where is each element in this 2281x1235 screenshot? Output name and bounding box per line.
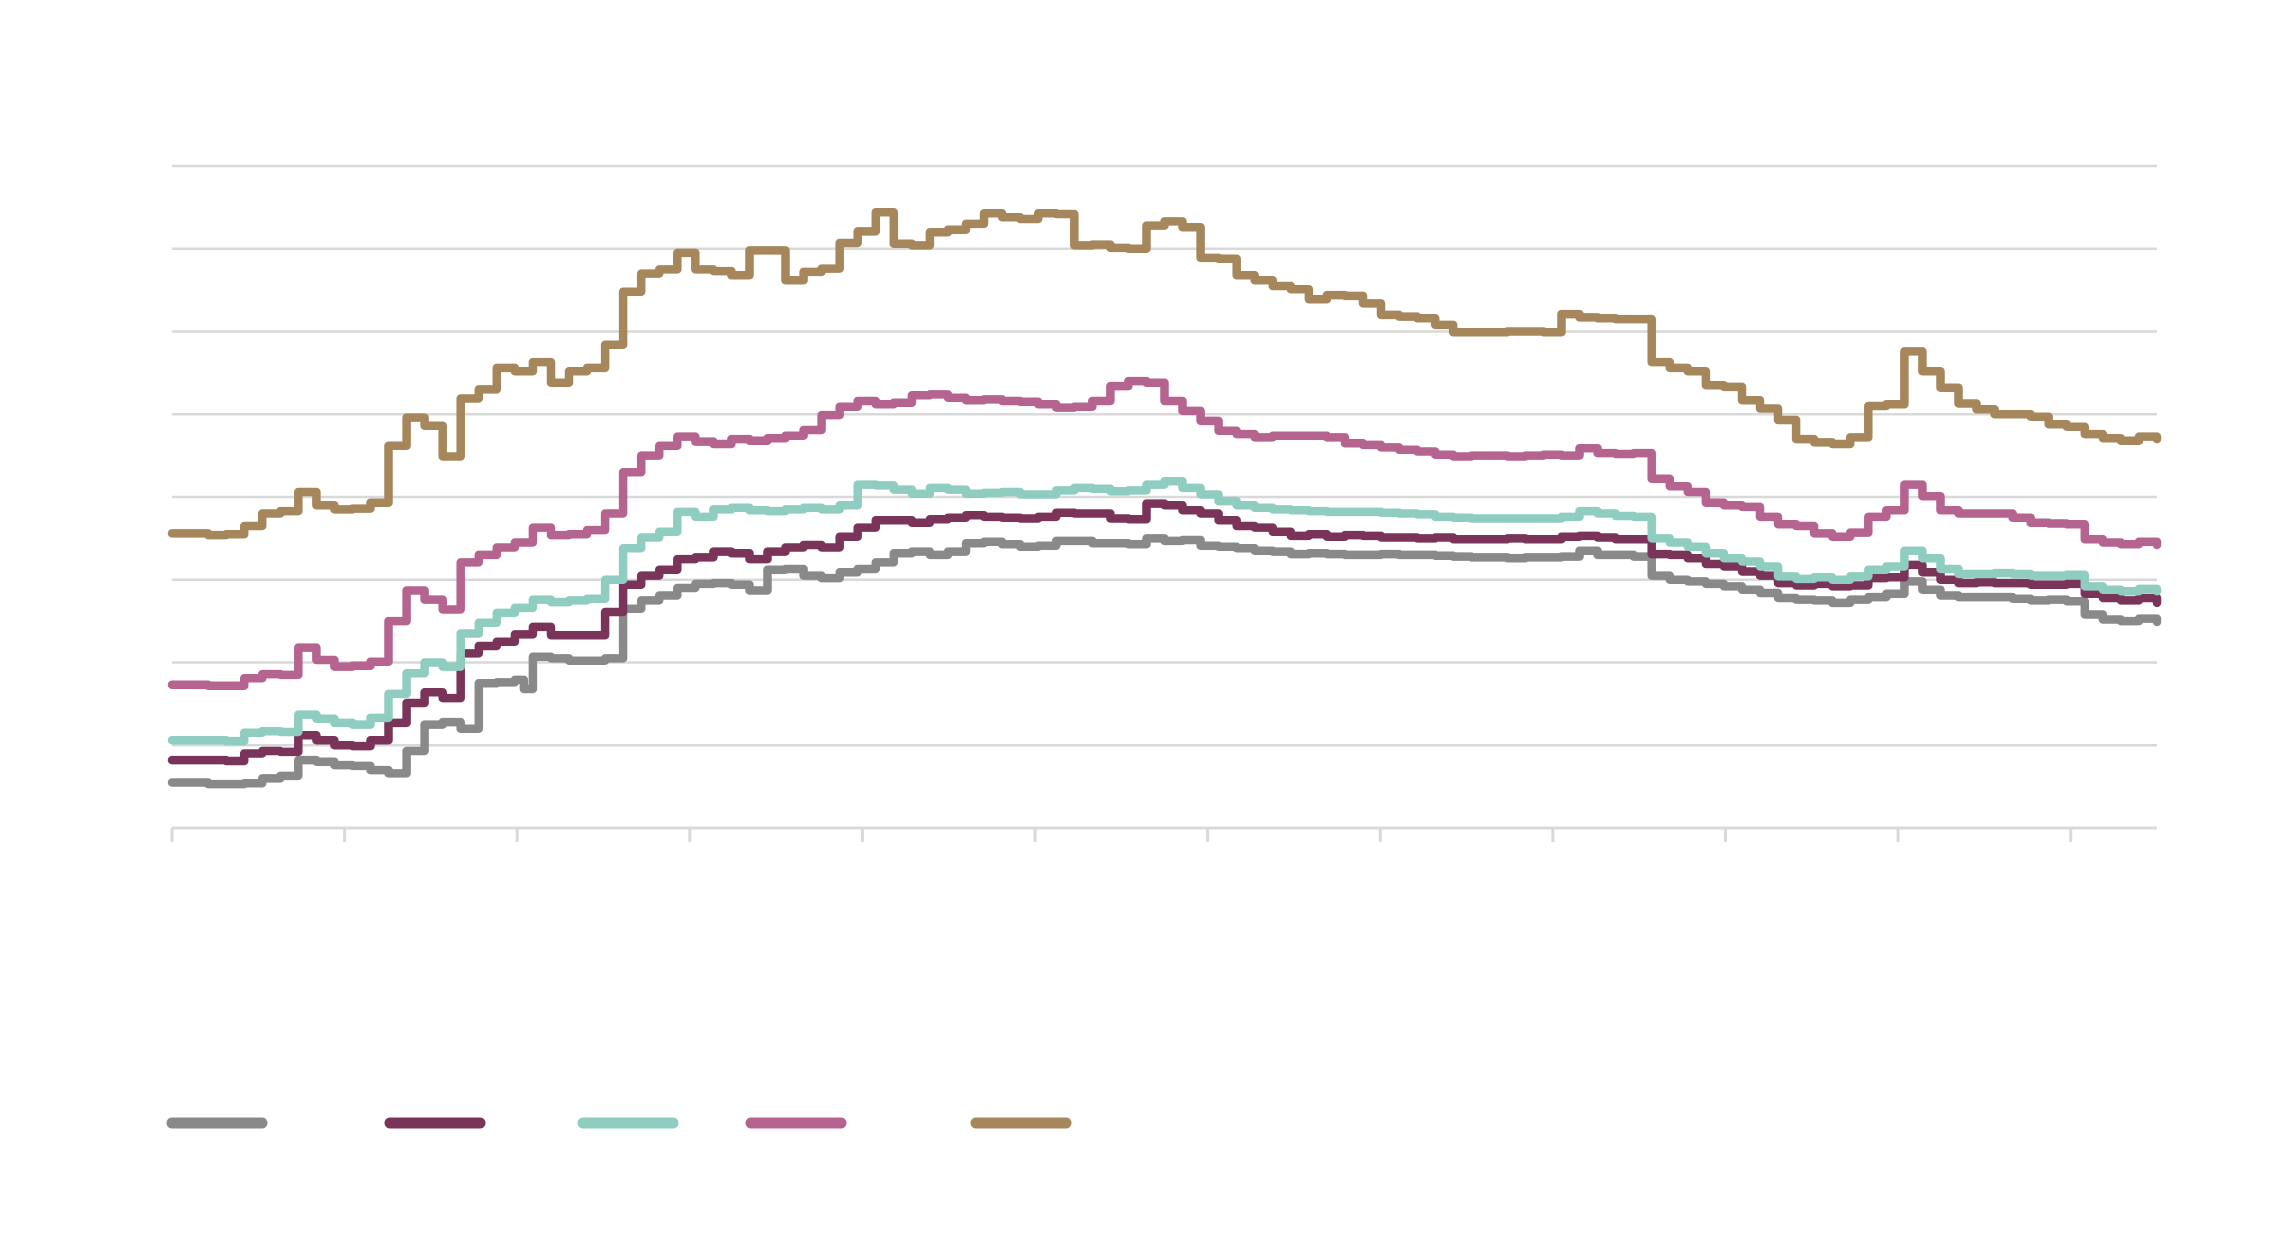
series-line-4: [167, 376, 2162, 690]
gridlines: [172, 164, 2157, 747]
series-group: [167, 208, 2162, 789]
series-line-2: [167, 499, 2162, 766]
series-line-5: [167, 208, 2162, 540]
x-axis: [170, 826, 2157, 842]
series-line-1: [167, 534, 2162, 789]
series-line-3: [167, 477, 2162, 746]
